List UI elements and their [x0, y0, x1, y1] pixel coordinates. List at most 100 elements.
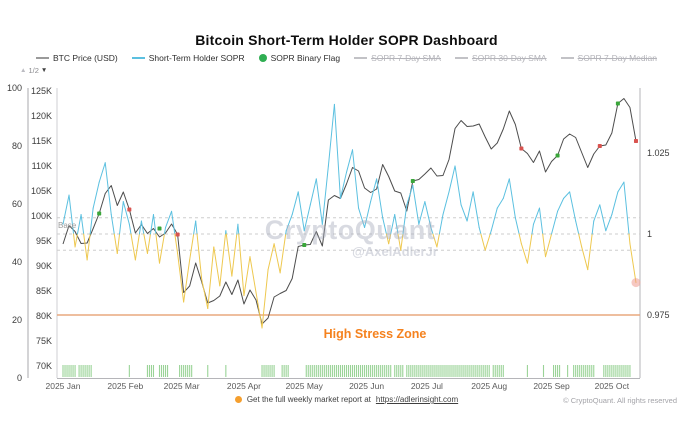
sopr-line-segment	[599, 204, 607, 232]
sopr-line-segment	[193, 220, 197, 235]
sopr-line-segment	[394, 214, 399, 235]
sopr-line-segment	[370, 178, 378, 203]
legend-line-icon	[131, 57, 145, 59]
binary-flag-bar	[66, 365, 68, 377]
sopr-line-segment	[545, 233, 553, 258]
sopr-line-segment	[119, 201, 124, 235]
sopr-line-segment	[171, 210, 176, 235]
binary-flag-bar	[613, 365, 615, 377]
report-link[interactable]: https://adlerinsight.com	[375, 395, 459, 404]
binary-flag-bar	[164, 365, 167, 377]
month-tick: 2025 Aug	[471, 381, 507, 391]
pager-up-icon[interactable]: ▲	[20, 67, 27, 74]
sopr-line-segment	[460, 204, 468, 222]
sopr-line-segment	[402, 204, 408, 235]
binary-flag-bar	[394, 365, 396, 377]
legend-item-3[interactable]: SOPR 7-Day SMA	[354, 53, 441, 63]
sopr-line-segment	[385, 233, 390, 245]
legend-line-icon	[36, 57, 50, 59]
binary-flag-bar	[476, 365, 478, 377]
chart-legend: BTC Price (USD) Short-Term Holder SOPR SOP…	[0, 53, 693, 63]
binary-flag-bar	[353, 365, 356, 377]
sopr-line-segment	[213, 246, 221, 287]
binary-flag-bar	[68, 365, 70, 377]
binary-flag-bar	[627, 365, 629, 377]
legend-item-0[interactable]: BTC Price (USD)	[36, 53, 118, 63]
binary-flag-bar	[555, 365, 557, 377]
pager-down-icon[interactable]: ▼	[40, 67, 48, 74]
binary-flag-bar	[179, 365, 181, 377]
sopr-line-segment	[273, 243, 281, 274]
sopr-line-segment	[526, 233, 533, 264]
binary-flag-bar	[436, 365, 438, 377]
sopr-line-segment	[113, 233, 118, 254]
binary-flag-bar	[386, 365, 388, 377]
binary-flag-bar	[609, 365, 611, 377]
binary-flag-bar	[319, 365, 321, 377]
binary-flag-bar	[273, 365, 275, 377]
sopr-line-segment	[122, 201, 130, 225]
sopr-line-segment	[531, 223, 534, 235]
sopr-line-segment	[138, 220, 142, 235]
binary-flag-bar	[372, 365, 374, 377]
binary-flag-bar	[619, 365, 621, 377]
binary-flag-bar	[559, 365, 561, 377]
binary-flag-bar	[225, 365, 227, 377]
binary-flag-bar	[458, 365, 460, 377]
month-tick: 2025 Jan	[46, 381, 81, 391]
binary-flag-bar	[480, 365, 482, 377]
sopr-line-segment	[92, 181, 100, 209]
binary-flag-bar	[337, 365, 339, 377]
binary-flag-bar	[400, 365, 402, 377]
sopr-line-segment	[466, 191, 474, 222]
binary-flag-bar	[615, 365, 617, 377]
binary-flag-bar	[146, 365, 148, 377]
sopr-line-segment	[502, 178, 510, 199]
binary-flag-bar	[339, 365, 341, 377]
binary-flag-bar	[557, 365, 559, 377]
sopr-line-segment	[140, 220, 145, 235]
legend-pager: ▲ 1/2 ▼	[20, 66, 47, 75]
binary-flag-bar	[317, 365, 319, 377]
binary-flag-bar	[422, 365, 424, 377]
month-tick: 2025 Oct	[595, 381, 630, 391]
binary-flag-bar	[442, 365, 444, 377]
sopr-line-segment	[163, 227, 167, 235]
binary-flag-bar	[185, 365, 187, 377]
binary-flag-bar	[160, 365, 163, 377]
sopr-line-segment	[74, 233, 78, 248]
binary-flag-bar	[368, 365, 370, 377]
sopr-line-segment	[352, 149, 360, 209]
binary-flag-bar	[456, 365, 458, 377]
sopr-line-segment	[569, 191, 577, 222]
binary-flag-bar	[148, 365, 150, 377]
binary-flag-bar	[325, 365, 327, 377]
sopr-line-segment	[424, 201, 432, 229]
binary-flag-bar	[440, 365, 442, 377]
legend-item-2[interactable]: SOPR Binary Flag	[258, 53, 340, 63]
binary-flag-bar	[583, 365, 585, 377]
binary-flag-bar	[388, 365, 390, 377]
month-tick: 2025 Apr	[227, 381, 261, 391]
sopr-line-segment	[448, 165, 456, 193]
binary-flag-bar	[428, 365, 430, 377]
binary-flag-bar	[470, 365, 472, 377]
legend-item-1[interactable]: Short-Term Holder SOPR	[131, 53, 245, 63]
sopr-line-segment	[128, 223, 132, 235]
signal-marker	[302, 243, 307, 247]
sopr-line-segment	[542, 233, 547, 258]
binary-flag-bar	[327, 365, 329, 377]
legend-item-5[interactable]: SOPR 7-Day Median	[560, 53, 657, 63]
binary-flag-bar	[269, 365, 271, 377]
sopr-line-segment	[62, 194, 70, 225]
binary-flag-bar	[378, 365, 380, 377]
sopr-line-segment	[104, 162, 112, 216]
sopr-line-segment	[189, 233, 195, 261]
sopr-line-segment	[412, 184, 420, 225]
binary-flag-bar	[80, 365, 82, 377]
legend-item-4[interactable]: SOPR 30-Day SMA	[454, 53, 547, 63]
binary-flag-bar	[464, 365, 466, 377]
sopr-line-segment	[279, 233, 287, 274]
binary-flag-bar	[359, 365, 362, 377]
